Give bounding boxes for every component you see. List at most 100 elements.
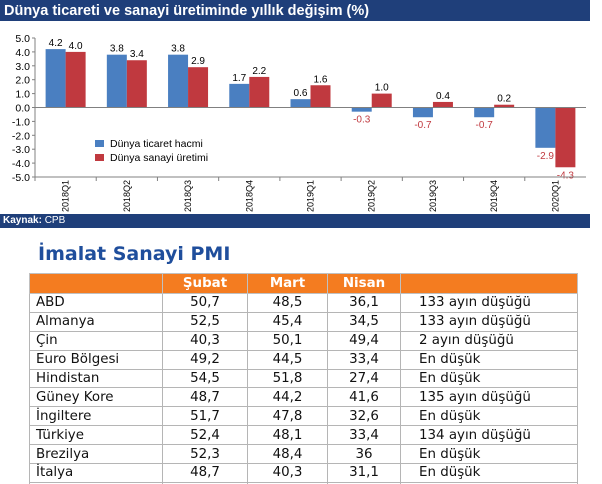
cell-note: En düşük	[400, 481, 578, 484]
cell-subat: 48,7	[162, 387, 248, 408]
bar-industry-2018Q4	[249, 76, 270, 108]
data-label: 3.8	[171, 44, 185, 55]
data-label: 4.0	[69, 41, 83, 52]
cell-note: 133 ayın düşüğü	[400, 293, 578, 313]
cell-mart: 51,8	[247, 368, 328, 389]
cell-subat: 50,7	[162, 293, 248, 313]
x-tick-label: 2018Q2	[122, 180, 132, 212]
cell-nisan: 34,5	[327, 311, 401, 332]
cell-country: Euro Bölgesi	[29, 349, 163, 370]
chart-panel: Dünya ticareti ve sanayi üretiminde yıll…	[0, 0, 590, 228]
source-label: Kaynak:	[3, 215, 42, 226]
x-axis: 2018Q1 2018Q2 2018Q3 2018Q4 2019Q1 2019Q2 2019…	[34, 107, 586, 212]
chart-source: Kaynak: CPB	[3, 214, 65, 228]
bar-industry-2019Q4	[494, 104, 515, 108]
cell-nisan: 41,6	[327, 387, 401, 408]
bar-trade-2018Q4	[229, 83, 250, 108]
header-nisan: Nisan	[327, 273, 401, 294]
cell-mart: 48,5	[247, 293, 328, 313]
bar-industry-2019Q2	[371, 93, 392, 108]
cell-nisan: 32,6	[327, 406, 401, 427]
data-label: 1.0	[375, 83, 389, 94]
cell-nisan: 49,4	[327, 330, 401, 351]
cell-nisan: 36,1	[327, 293, 401, 313]
source-value: CPB	[44, 215, 66, 226]
table-row: İtalya 48,7 40,3 31,1 En düşük	[29, 463, 578, 483]
cell-subat: 49,2	[162, 349, 248, 370]
bar-industry-2019Q3	[432, 101, 453, 108]
cell-note: 2 ayın düşüğü	[400, 330, 578, 351]
header-note	[400, 273, 578, 294]
legend: Dünya ticaret hacmi Dünya sanayi üretimi	[95, 138, 208, 164]
header-subat: Şubat	[162, 273, 248, 294]
table-row: Çin 40,3 50,1 49,4 2 ayın düşüğü	[29, 330, 578, 351]
cell-subat: 51,7	[162, 406, 248, 427]
cell-country: Türkiye	[29, 425, 163, 446]
y-tick-label: 3.0	[15, 61, 30, 73]
y-tick-label: -1.0	[12, 116, 30, 128]
bar-trade-2020Q1	[535, 107, 556, 148]
pmi-header-row: Şubat Mart Nisan	[29, 273, 578, 294]
cell-subat: 52,3	[162, 444, 248, 465]
cell-mart: 47,8	[247, 406, 328, 427]
cell-mart: 44,5	[247, 349, 328, 370]
x-tick-label: 2019Q4	[489, 180, 499, 212]
data-label: 0.6	[294, 88, 308, 99]
cell-mart: 48,1	[247, 425, 328, 446]
data-label: -2.9	[537, 151, 555, 162]
table-row: Brezilya 52,3 48,4 36 En düşük	[29, 444, 578, 465]
bar-industry-2019Q1	[310, 85, 331, 108]
bars	[45, 49, 576, 168]
y-tick-label: -3.0	[12, 144, 30, 156]
cell-note: En düşük	[400, 349, 578, 370]
cell-note: 135 ayın düşüğü	[400, 387, 578, 408]
pmi-table: Şubat Mart Nisan ABD 50,7 48,5 36,1 133 ayın…	[29, 273, 578, 484]
cell-subat: 48,7	[162, 463, 248, 483]
cell-nisan: 36	[327, 444, 401, 465]
cell-country: Brezilya	[29, 444, 163, 465]
y-tick-label: 4.0	[15, 47, 30, 59]
data-label: 0.2	[497, 94, 511, 105]
cell-nisan: 33,4	[327, 349, 401, 370]
x-tick-label: 2019Q2	[367, 180, 377, 212]
cell-country: Çin	[29, 330, 163, 351]
x-tick-label: 2019Q3	[428, 180, 438, 212]
pmi-title: İmalat Sanayi PMI	[38, 243, 231, 265]
cell-mart: 48,4	[247, 444, 328, 465]
bar-trade-2019Q1	[290, 99, 311, 108]
cell-note: 134 ayın düşüğü	[400, 425, 578, 446]
bar-trade-2019Q3	[412, 107, 433, 118]
x-tick-label: 2019Q1	[306, 180, 316, 212]
chart-plot-area: 5.0 4.0 3.0 2.0 1.0 0.0 -1.0 -2.0 -3.0 -4.0 -5.0 4…	[0, 21, 590, 214]
y-tick-label: 5.0	[15, 33, 30, 45]
cell-nisan: 27,4	[327, 368, 401, 389]
cell-country: İngiltere	[29, 406, 163, 427]
header-country	[29, 273, 163, 294]
x-tick-label: 2020Q1	[550, 180, 560, 212]
table-row: Hindistan 54,5 51,8 27,4 En düşük	[29, 368, 578, 389]
data-label: 0.4	[436, 91, 450, 102]
x-tick-label: 2018Q4	[244, 180, 254, 212]
bar-trade-2019Q4	[474, 107, 495, 118]
data-label: 1.7	[232, 73, 246, 84]
cell-note: En düşük	[400, 463, 578, 483]
y-axis: 5.0 4.0 3.0 2.0 1.0 0.0-1.0 -2.0 -3.0 -4.0 -5.0	[12, 33, 36, 184]
legend-label: Dünya ticaret hacmi	[110, 138, 203, 150]
cell-country: ABD	[29, 293, 163, 313]
data-label: -4.3	[557, 170, 575, 181]
cell-country: Güney Kore	[29, 387, 163, 408]
chart-title: Dünya ticareti ve sanayi üretiminde yıll…	[4, 3, 370, 19]
cell-note: En düşük	[400, 406, 578, 427]
x-tick-label: 2018Q3	[183, 180, 193, 212]
bar-trade-2018Q3	[168, 54, 189, 108]
y-tick-label: -2.0	[12, 130, 30, 142]
cell-country: Almanya	[29, 311, 163, 332]
cell-mart: 45,4	[247, 311, 328, 332]
legend-label: Dünya sanayi üretimi	[110, 152, 208, 164]
bar-industry-2018Q3	[188, 67, 209, 108]
bar-trade-2018Q2	[106, 54, 127, 108]
cell-country: Hindistan	[29, 368, 163, 389]
table-row: Almanya 52,5 45,4 34,5 133 ayın düşüğü	[29, 311, 578, 332]
data-labels: 4.2 4.0 3.8 3.4 3.8 2.9 1.7 2.2 0.6 1.6 -0.3 1.0 -0.…	[49, 38, 575, 181]
data-label: -0.3	[353, 115, 371, 126]
